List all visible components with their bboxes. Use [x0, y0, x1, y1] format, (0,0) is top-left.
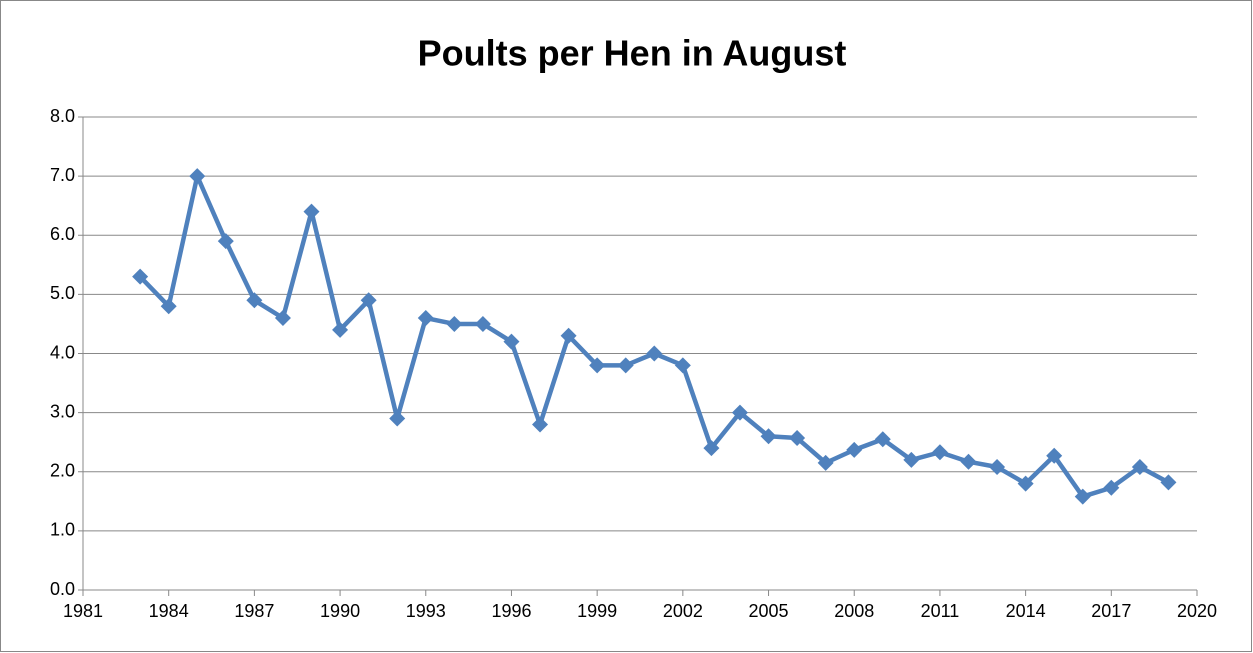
- data-point: [703, 440, 720, 457]
- data-point: [874, 431, 891, 448]
- data-point: [1160, 474, 1177, 491]
- data-point: [446, 315, 463, 332]
- data-point: [217, 233, 234, 250]
- y-tick-label: 5.0: [50, 283, 75, 303]
- data-point: [731, 404, 748, 421]
- y-tick-label: 6.0: [50, 224, 75, 244]
- chart-title: Poults per Hen in August: [418, 33, 847, 74]
- data-point: [674, 357, 691, 374]
- x-tick-label: 1996: [491, 601, 531, 621]
- data-point: [332, 321, 349, 338]
- data-point: [160, 298, 177, 315]
- data-point: [1074, 488, 1091, 505]
- x-tick-label: 1981: [63, 601, 103, 621]
- data-point: [789, 430, 806, 447]
- data-point: [303, 203, 320, 220]
- x-tick-label: 2002: [663, 601, 703, 621]
- data-point: [817, 454, 834, 471]
- x-tick-label: 2005: [749, 601, 789, 621]
- y-tick-label: 4.0: [50, 342, 75, 362]
- data-point: [646, 345, 663, 362]
- x-tick-label: 2008: [834, 601, 874, 621]
- data-point: [617, 357, 634, 374]
- data-point: [589, 357, 606, 374]
- y-tick-label: 2.0: [50, 461, 75, 481]
- x-tick-label: 1999: [577, 601, 617, 621]
- data-point: [1046, 447, 1063, 464]
- data-point: [132, 268, 149, 285]
- data-point: [474, 315, 491, 332]
- y-tick-label: 7.0: [50, 165, 75, 185]
- data-point: [532, 416, 549, 433]
- data-point: [760, 428, 777, 445]
- x-tick-label: 1993: [406, 601, 446, 621]
- data-point: [503, 333, 520, 350]
- x-tick-label: 2011: [921, 601, 960, 621]
- data-point: [989, 459, 1006, 476]
- x-tick-label: 1990: [320, 601, 360, 621]
- data-point: [417, 310, 434, 327]
- y-tick-label: 3.0: [50, 401, 75, 421]
- data-point: [274, 310, 291, 327]
- data-point: [903, 451, 920, 468]
- data-point: [931, 444, 948, 461]
- data-point: [1131, 459, 1148, 476]
- data-point: [846, 441, 863, 458]
- x-tick-label: 2017: [1091, 601, 1131, 621]
- data-point: [246, 292, 263, 309]
- data-point: [1103, 479, 1120, 496]
- x-tick-label: 2020: [1177, 601, 1217, 621]
- data-point: [189, 168, 206, 185]
- y-tick-label: 8.0: [50, 106, 75, 126]
- data-point: [1017, 475, 1034, 492]
- x-tick-label: 1984: [149, 601, 189, 621]
- y-tick-label: 1.0: [50, 520, 75, 540]
- x-tick-label: 2014: [1006, 601, 1046, 621]
- data-point: [360, 292, 377, 309]
- y-tick-label: 0.0: [50, 579, 75, 599]
- x-tick-label: 1987: [234, 601, 274, 621]
- data-point: [560, 327, 577, 344]
- data-point: [389, 410, 406, 427]
- data-point: [960, 453, 977, 470]
